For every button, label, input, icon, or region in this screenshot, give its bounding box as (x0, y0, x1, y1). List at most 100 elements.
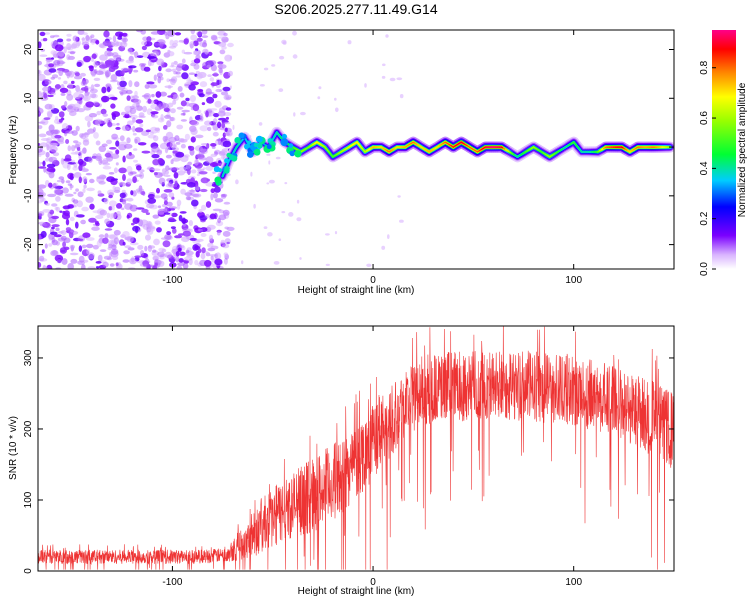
noise-blob (52, 88, 59, 91)
noise-blob (218, 79, 223, 85)
noise-blob (177, 170, 185, 176)
noise-blob (69, 51, 76, 55)
noise-blob (43, 166, 47, 173)
noise-blob (69, 110, 77, 117)
noise-blob (222, 230, 231, 237)
snr-y-axis-label: SNR (10 * v/v) (8, 416, 19, 480)
noise-blob (92, 101, 100, 106)
noise-blob (253, 203, 256, 209)
noise-blob (147, 225, 156, 232)
noise-blob (180, 143, 186, 149)
noise-blob (199, 113, 204, 119)
noise-blob (399, 94, 404, 99)
colorbar-gradient (712, 30, 736, 269)
noise-blob (152, 168, 161, 171)
noise-blob (172, 228, 177, 234)
noise-blob (214, 258, 223, 266)
noise-blob (66, 38, 72, 42)
noise-blob (325, 263, 330, 266)
noise-blob (174, 180, 178, 188)
noise-blob (166, 146, 170, 151)
noise-blob (45, 141, 52, 149)
noise-blob (126, 214, 130, 219)
noise-blob (188, 84, 196, 91)
noise-blob (44, 32, 51, 35)
noise-blob (120, 67, 130, 72)
noise-blob (119, 80, 127, 88)
noise-blob (268, 179, 275, 184)
chart-title: S206.2025.277.11.49.G14 (274, 1, 437, 17)
noise-blob (69, 216, 75, 222)
noise-blob (154, 258, 159, 264)
noise-blob (66, 93, 74, 101)
noise-blob (59, 87, 69, 93)
noise-blob (128, 65, 137, 69)
noise-blob (104, 70, 111, 78)
noise-blob (166, 120, 172, 128)
noise-blob (38, 262, 42, 268)
noise-blob (165, 68, 172, 73)
snr-series-line (38, 326, 674, 570)
noise-blob (180, 112, 186, 116)
noise-blob (205, 110, 209, 118)
noise-blob (178, 166, 187, 171)
noise-blob (141, 150, 151, 154)
noise-blob (82, 139, 90, 146)
noise-blob (157, 251, 165, 258)
noise-blob (43, 117, 51, 120)
noise-blob (104, 152, 112, 158)
noise-blob (75, 125, 80, 132)
noise-blob (181, 49, 185, 54)
noise-blob (38, 143, 41, 146)
noise-blob (64, 101, 68, 107)
noise-blob (85, 35, 90, 41)
noise-blob (144, 245, 148, 252)
noise-blob (215, 252, 222, 260)
noise-blob (79, 133, 84, 138)
noise-blob (70, 229, 74, 233)
noise-blob (218, 214, 227, 221)
noise-blob (95, 261, 102, 264)
noise-blob (91, 226, 100, 231)
noise-blob (98, 158, 103, 165)
ridge-blob (223, 167, 230, 174)
noise-blob (300, 111, 306, 116)
noise-blob (206, 143, 210, 149)
noise-blob (120, 76, 125, 82)
noise-blob (279, 55, 285, 60)
noise-blob (150, 111, 159, 115)
noise-blob (95, 70, 104, 76)
ridge-blob (234, 137, 241, 144)
noise-blob (219, 49, 226, 55)
noise-blob (199, 81, 208, 88)
noise-blob (123, 250, 130, 255)
noise-blob (38, 70, 41, 75)
noise-blob (61, 178, 65, 184)
noise-blob (195, 238, 204, 242)
noise-blob (387, 234, 390, 240)
noise-blob (209, 77, 215, 82)
noise-blob (180, 138, 185, 143)
noise-blob (103, 255, 111, 260)
noise-blob (150, 52, 155, 57)
noise-blob (38, 161, 42, 168)
noise-blob (78, 158, 84, 166)
noise-blob (187, 168, 191, 176)
noise-blob (62, 241, 66, 248)
noise-blob (188, 79, 192, 85)
noise-blob (110, 153, 120, 159)
noise-blob (183, 51, 193, 55)
noise-blob (38, 60, 42, 66)
ridge-blob (288, 143, 294, 148)
noise-blob (381, 245, 386, 250)
noise-blob (92, 210, 102, 214)
noise-blob (106, 212, 111, 219)
noise-blob (82, 232, 91, 238)
noise-blob (188, 145, 195, 151)
noise-blob (193, 58, 201, 64)
noise-blob (63, 158, 72, 162)
noise-blob (119, 135, 125, 142)
noise-blob (66, 33, 72, 37)
noise-blob (172, 150, 178, 154)
